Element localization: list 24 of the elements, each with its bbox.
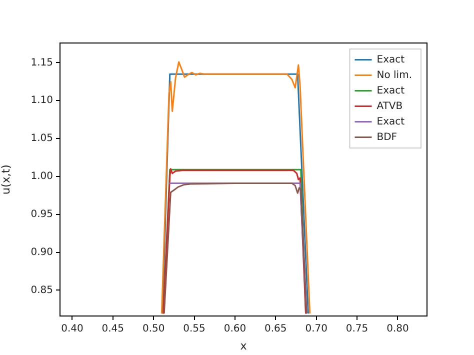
legend-label: Exact — [376, 116, 405, 128]
legend-label: Exact — [376, 54, 405, 66]
x-tick-label: 0.50 — [142, 324, 165, 335]
y-tick-label: 0.90 — [30, 246, 53, 258]
y-axis-title: u(x,t) — [0, 164, 12, 194]
y-tick-label: 0.85 — [30, 284, 53, 296]
legend-label: No lim. — [376, 70, 412, 81]
legend-label: Exact — [376, 85, 405, 96]
x-tick-label: 0.75 — [346, 324, 368, 335]
legend-label: ATVB — [376, 100, 403, 112]
x-tick-label: 0.60 — [224, 324, 246, 335]
y-tick-label: 1.00 — [30, 171, 53, 182]
x-tick-label: 0.55 — [183, 324, 206, 335]
x-axis-title: x — [240, 339, 248, 352]
x-tick-label: 0.80 — [386, 324, 409, 335]
x-tick-label: 0.70 — [305, 324, 328, 335]
y-tick-label: 1.05 — [30, 133, 53, 144]
x-tick-label: 0.40 — [61, 324, 84, 335]
x-tick-label: 0.45 — [102, 324, 124, 335]
y-tick-label: 1.10 — [30, 95, 53, 106]
x-tick-label: 0.65 — [264, 324, 287, 335]
y-tick-label: 1.15 — [30, 57, 53, 68]
y-tick-label: 0.95 — [30, 208, 53, 220]
legend-label: BDF — [376, 132, 398, 143]
